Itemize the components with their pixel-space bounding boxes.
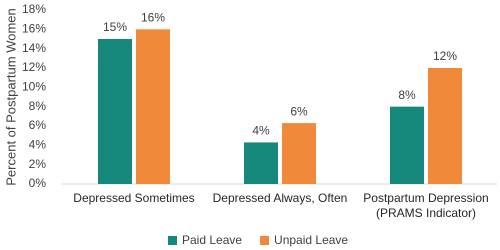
value-label: 8%	[398, 88, 416, 102]
legend-swatch	[168, 236, 177, 245]
y-tick-label: 18%	[22, 2, 46, 16]
value-label: 12%	[433, 49, 457, 63]
value-label: 4%	[252, 124, 270, 138]
bar	[244, 142, 278, 184]
bar	[282, 123, 316, 184]
y-tick-label: 14%	[22, 41, 46, 55]
x-tick-label: Depressed Always, Often	[212, 191, 348, 205]
bar	[428, 68, 462, 184]
x-tick-label: Depressed Sometimes	[73, 191, 195, 205]
y-tick-label: 12%	[22, 60, 46, 74]
bar	[136, 29, 170, 185]
y-tick-label: 10%	[22, 80, 46, 94]
value-label: 15%	[103, 20, 127, 34]
y-tick-label: 0%	[29, 176, 47, 190]
y-tick-label: 2%	[29, 157, 47, 171]
x-tick-label: Postpartum Depression (PRAMS Indicator)	[363, 191, 489, 220]
legend-label: Unpaid Leave	[274, 233, 348, 247]
bar	[390, 106, 424, 184]
y-tick-label: 16%	[22, 22, 46, 36]
value-label: 6%	[290, 104, 308, 118]
y-tick-label: 6%	[29, 118, 47, 132]
y-axis-title: Percent of Postpartum Women	[3, 8, 18, 186]
legend-label: Paid Leave	[182, 233, 242, 247]
value-label: 16%	[141, 11, 165, 25]
y-tick-label: 8%	[29, 99, 47, 113]
bar	[98, 39, 132, 184]
y-tick-label: 4%	[29, 138, 47, 152]
legend-swatch	[260, 236, 270, 245]
